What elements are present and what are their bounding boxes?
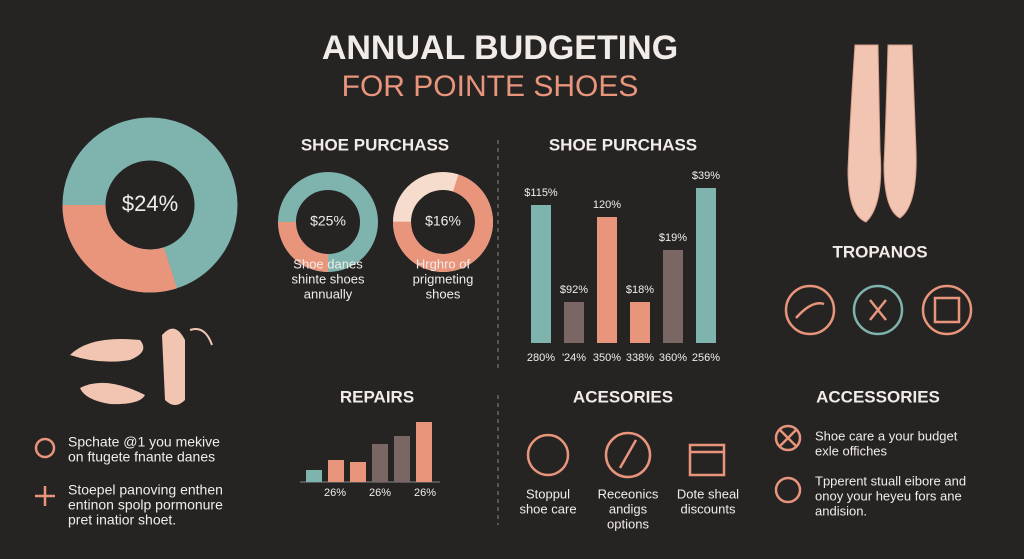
bar-label: $115% [524, 187, 558, 199]
category-label: 360% [659, 352, 687, 364]
caption: andigs [609, 501, 648, 516]
category-label: 338% [626, 352, 654, 364]
note-text: Tpperent stuall eibore and [815, 473, 966, 488]
caption: Hrghro of [416, 256, 471, 271]
donut-share [393, 172, 493, 272]
caption: shinte shoes [292, 271, 365, 286]
note-text: on ftugete fnante danes [68, 449, 215, 465]
bar [531, 205, 551, 343]
acc-icons [526, 431, 726, 479]
bar [564, 302, 584, 343]
note-text: Spchate @1 you mekive [68, 434, 220, 450]
bar-label: $39% [692, 170, 720, 182]
bar [372, 444, 388, 482]
note-text: pret inatior shoet. [68, 512, 176, 528]
pointe-feet [847, 44, 917, 223]
bar [416, 422, 432, 482]
bar [630, 302, 650, 343]
section-title: SHOE PURCHASS [549, 135, 697, 154]
note-text: entinon spolp pormonure [68, 497, 223, 513]
category-label: 350% [593, 352, 621, 364]
category-label: '24% [562, 352, 586, 364]
bar [350, 462, 366, 482]
section-title: REPAIRS [340, 387, 414, 406]
title: ANNUAL BUDGETING [322, 29, 678, 67]
caption: Stoppul [526, 486, 570, 501]
donut-share [278, 172, 378, 272]
caption: shoes [426, 286, 461, 301]
category-label: 280% [527, 352, 555, 364]
caption: annually [304, 286, 353, 301]
caption: Dote sheal [677, 486, 739, 501]
bar-label: $18% [626, 284, 654, 296]
section-title: TROPANOS [832, 242, 927, 261]
bar [696, 188, 716, 343]
note-text: Stoepel panoving enthen [68, 482, 223, 498]
bar [663, 250, 683, 343]
donut-label: $24% [122, 191, 178, 216]
note-text: Shoe care a your budget [815, 428, 958, 443]
note-text: exle offiches [815, 443, 888, 458]
donut-share [62, 117, 238, 293]
bar-label: $19% [659, 232, 687, 244]
note-icons [34, 424, 802, 506]
bar [394, 436, 410, 482]
donut-label: $16% [425, 213, 461, 229]
bar [306, 470, 322, 482]
bar [597, 217, 617, 343]
category-label: 256% [692, 352, 720, 364]
trop-icons [784, 284, 973, 336]
bar [328, 460, 344, 482]
section-title: ACESORIES [573, 387, 673, 406]
donut-label: $25% [310, 213, 346, 229]
repair-label: 26% [369, 487, 391, 499]
section-title: SHOE PURCHASS [301, 135, 449, 154]
bar-label: $92% [560, 284, 588, 296]
caption: prigmeting [413, 271, 474, 286]
repair-label: 26% [414, 487, 436, 499]
section-title: ACCESSORIES [816, 387, 940, 406]
bar-label: 120% [593, 199, 621, 211]
ballet-shoes [70, 328, 213, 405]
caption: shoe care [519, 501, 576, 516]
caption: Shoe danes [293, 256, 363, 271]
note-text: andision. [815, 503, 867, 518]
caption: discounts [681, 501, 736, 516]
caption: options [607, 516, 649, 531]
repair-label: 26% [324, 487, 346, 499]
subtitle: FOR POINTE SHOES [342, 70, 639, 103]
caption: Receonics [598, 486, 659, 501]
note-text: onoy your heyeu fors ane [815, 488, 962, 503]
